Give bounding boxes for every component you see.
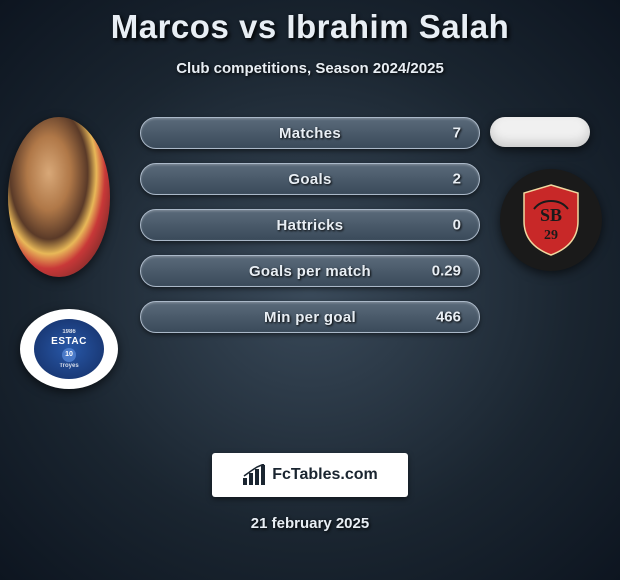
club-left-number: 10 [62, 348, 76, 362]
stat-row-matches: Matches 7 [140, 117, 480, 149]
stats-area: 1986 ESTAC 10 Troyes SB 29 Matches 7 Goa… [0, 117, 620, 397]
stat-row-mpg: Min per goal 466 [140, 301, 480, 333]
club-left-name: ESTAC [51, 336, 87, 347]
subtitle: Club competitions, Season 2024/2025 [0, 60, 620, 77]
date-text: 21 february 2025 [0, 515, 620, 532]
shield-number: 29 [544, 228, 558, 243]
stat-row-goals: Goals 2 [140, 163, 480, 195]
stat-label: Hattricks [277, 217, 344, 234]
player-left-photo [8, 117, 110, 277]
stat-label: Min per goal [264, 309, 356, 326]
player-right-photo [490, 117, 590, 147]
stat-label: Goals per match [249, 263, 371, 280]
stat-value: 466 [436, 309, 461, 326]
stat-value: 0 [453, 217, 461, 234]
stat-row-hattricks: Hattricks 0 [140, 209, 480, 241]
club-left-badge: 1986 ESTAC 10 Troyes [20, 309, 118, 389]
stat-label: Goals [288, 171, 331, 188]
stat-value: 2 [453, 171, 461, 188]
footer-brand-text: FcTables.com [272, 466, 378, 484]
page-title: Marcos vs Ibrahim Salah [0, 0, 620, 46]
club-left-badge-inner: 1986 ESTAC 10 Troyes [34, 319, 104, 379]
shield-icon: SB 29 [520, 183, 582, 257]
club-right-badge: SB 29 [500, 169, 602, 271]
bar-chart-icon [242, 464, 266, 486]
club-left-city: Troyes [59, 363, 78, 370]
footer-brand: FcTables.com [212, 453, 408, 497]
stat-row-gpm: Goals per match 0.29 [140, 255, 480, 287]
stat-rows: Matches 7 Goals 2 Hattricks 0 Goals per … [140, 117, 480, 347]
club-left-year: 1986 [62, 329, 75, 336]
stat-label: Matches [279, 125, 341, 142]
shield-initials: SB [540, 205, 562, 225]
stat-value: 0.29 [432, 263, 461, 280]
stat-value: 7 [453, 125, 461, 142]
